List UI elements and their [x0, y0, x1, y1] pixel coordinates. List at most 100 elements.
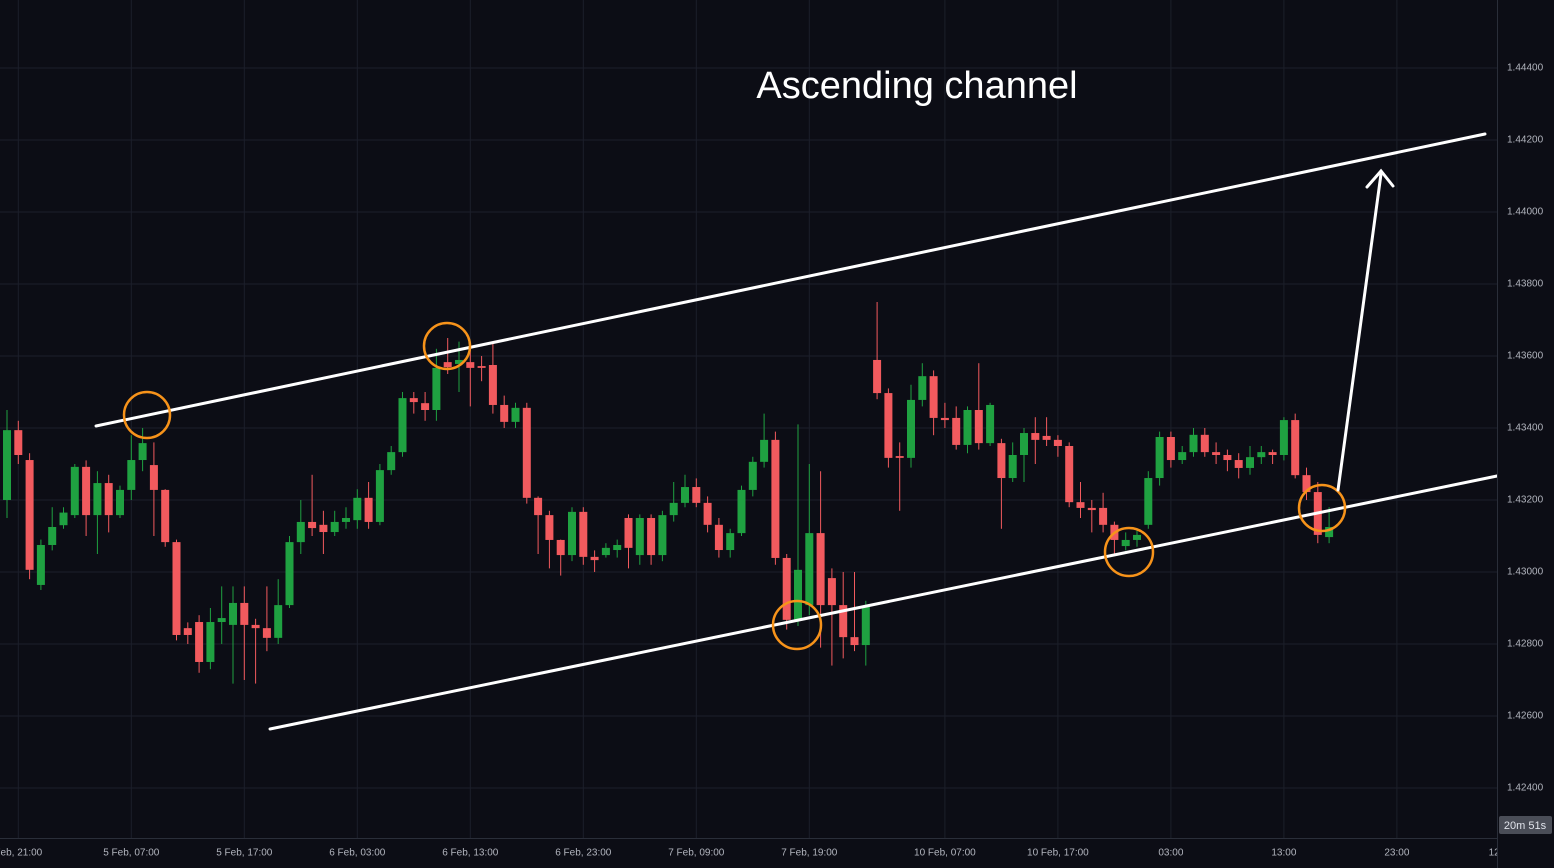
candle-body — [387, 452, 396, 471]
candle-body — [918, 376, 927, 400]
candle-body — [782, 557, 791, 620]
candle-body — [488, 365, 497, 405]
candle-body — [929, 376, 938, 418]
candle-body — [421, 403, 430, 411]
candle-body — [296, 521, 305, 543]
x-tick-label: 7 Feb, 09:00 — [668, 848, 725, 859]
candle-body — [353, 497, 362, 521]
candle-body — [1257, 452, 1266, 458]
drawings — [94, 132, 1499, 731]
candle-body — [398, 398, 407, 453]
candle-body — [1144, 478, 1153, 525]
x-tick-label: 5 Feb, 17:00 — [216, 848, 273, 859]
candle-body — [624, 517, 633, 548]
y-tick-label: 1.44000 — [1507, 207, 1544, 218]
candle-body — [1268, 452, 1277, 455]
touch-circle — [1297, 483, 1347, 533]
candle-body — [1302, 475, 1311, 493]
candle-body — [342, 517, 350, 522]
candle-body — [70, 466, 79, 516]
candle-body — [669, 502, 678, 516]
x-tick-label: 10 Feb, 07:00 — [914, 848, 976, 859]
candle-body — [1246, 457, 1254, 468]
candle-body — [613, 544, 622, 551]
candle-body — [511, 407, 520, 422]
candle-body — [274, 605, 283, 638]
y-tick-label: 1.44200 — [1507, 135, 1544, 146]
candle-body — [25, 460, 34, 570]
candle-body — [375, 470, 384, 522]
price-axis-panel — [1497, 0, 1554, 868]
candle-body — [907, 399, 915, 458]
candle-body — [251, 624, 260, 629]
candle-body — [895, 456, 904, 458]
candle-body — [172, 542, 181, 635]
candle-body — [1042, 435, 1051, 440]
candle-body — [1053, 439, 1062, 446]
x-tick-label: 6 Feb, 23:00 — [555, 848, 612, 859]
candle-body — [952, 417, 961, 445]
x-tick-label: 6 Feb, 03:00 — [329, 848, 386, 859]
candle-body — [206, 622, 215, 662]
candle-body — [963, 410, 972, 445]
candle-body — [319, 524, 328, 533]
candle-body — [82, 466, 91, 516]
touch-circle — [771, 599, 823, 651]
candle-body — [59, 512, 68, 526]
candle-body — [127, 460, 136, 490]
candle-body — [500, 404, 509, 422]
candle-body — [1166, 436, 1175, 461]
candle-body — [884, 393, 893, 458]
y-tick-label: 1.43600 — [1507, 351, 1544, 362]
candle-body — [1020, 433, 1028, 455]
candle-body — [409, 398, 418, 403]
candle-body — [568, 511, 576, 556]
candle-body — [1234, 460, 1243, 468]
candle-body — [771, 439, 780, 558]
candle-body — [986, 404, 995, 444]
candle-body — [432, 367, 441, 411]
candle-body — [104, 483, 113, 516]
candle-body — [1279, 420, 1288, 455]
x-tick-label: 10 Feb, 17:00 — [1027, 848, 1089, 859]
y-tick-label: 1.43800 — [1507, 279, 1544, 290]
candle-body — [240, 602, 249, 625]
candle-body — [579, 511, 588, 557]
candle-body — [14, 430, 23, 455]
x-tick-label: 6 Feb, 13:00 — [442, 848, 499, 859]
candle-body — [839, 605, 848, 638]
candle-body — [681, 487, 689, 503]
candle-body — [285, 542, 294, 606]
x-tick-label: 7 Feb, 19:00 — [781, 848, 838, 859]
candle-body — [48, 526, 57, 545]
candle-body — [794, 569, 802, 620]
candle-body — [1223, 454, 1232, 461]
y-tick-label: 1.43200 — [1507, 495, 1544, 506]
candle-body — [601, 547, 610, 556]
candle-body — [997, 443, 1006, 479]
y-tick-label: 1.42800 — [1507, 639, 1544, 650]
candle-body — [364, 497, 373, 522]
candle-body — [850, 637, 859, 646]
candle-body — [1133, 534, 1141, 540]
candle-body — [534, 497, 543, 516]
candle-body — [466, 362, 475, 368]
x-tick-label: 13:00 — [1271, 848, 1296, 859]
candle-body — [816, 533, 825, 606]
candle-body — [308, 521, 317, 529]
arrow-head — [1365, 168, 1395, 189]
candle-body — [138, 443, 147, 461]
candle-body — [635, 517, 644, 556]
candle-body — [195, 622, 204, 662]
candle-body — [36, 544, 45, 585]
channel-upper-line — [94, 132, 1487, 428]
touch-circle — [422, 321, 472, 371]
candle-body — [1189, 434, 1198, 453]
candle-body — [873, 359, 882, 394]
candle-body — [1121, 539, 1130, 547]
y-tick-label: 1.43000 — [1507, 567, 1544, 578]
candle-body — [3, 430, 11, 500]
candle-body — [940, 417, 949, 421]
